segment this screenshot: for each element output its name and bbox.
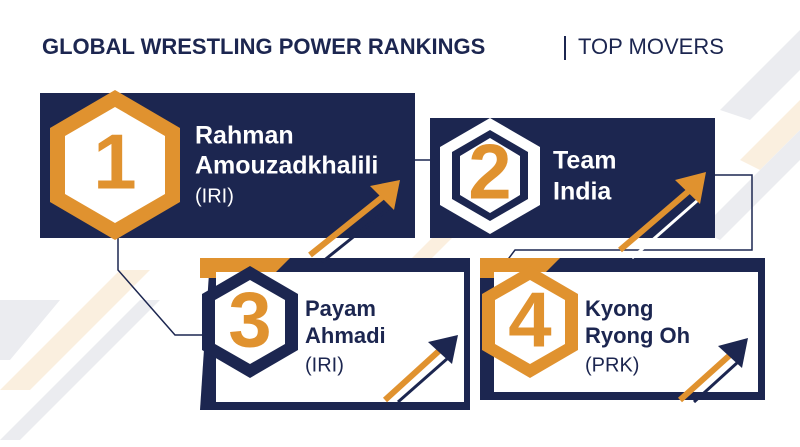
card-2: 2 Team India <box>430 118 715 238</box>
name-line: India <box>553 178 612 206</box>
country: (IRI) <box>305 354 344 376</box>
subtitle: TOP MOVERS <box>578 34 724 59</box>
rank: 4 <box>508 276 551 364</box>
name-line: Rahman <box>195 122 294 150</box>
title: GLOBAL WRESTLING POWER RANKINGS <box>42 34 485 59</box>
name-line: Payam <box>305 296 376 321</box>
arrow <box>382 335 458 404</box>
arrow <box>618 172 706 260</box>
country: (IRI) <box>195 185 234 207</box>
name-line: Team <box>553 147 616 175</box>
country: (PRK) <box>585 354 639 376</box>
name-line: Ahmadi <box>305 323 386 348</box>
card-3: 3 Payam Ahmadi (IRI) <box>200 258 470 410</box>
name-line: Kyong <box>585 296 653 321</box>
arrow <box>308 180 400 264</box>
rank: 1 <box>93 118 136 206</box>
arrow <box>677 338 748 404</box>
rank: 2 <box>468 128 511 216</box>
arrows <box>308 172 748 404</box>
name-line: Ryong Oh <box>585 323 690 348</box>
card-1: 1 Rahman Amouzadkhalili (IRI) <box>40 90 415 240</box>
name-line: Amouzadkhalili <box>195 152 378 180</box>
rank: 3 <box>228 276 271 364</box>
card-4: 4 Kyong Ryong Oh (PRK) <box>480 258 765 400</box>
